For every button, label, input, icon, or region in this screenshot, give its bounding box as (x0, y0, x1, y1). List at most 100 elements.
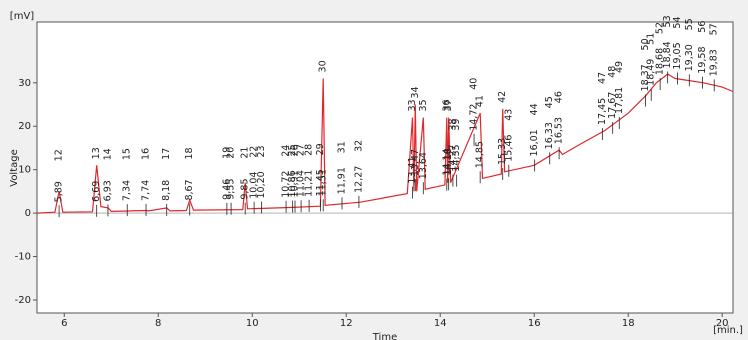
peak-number-label: 28 (304, 144, 315, 156)
peak-time-label: 15,46 (503, 135, 514, 162)
peak-time-label: 11,91 (336, 167, 347, 194)
peak-time-label: 19,83 (709, 49, 720, 76)
peak-time-label: 15,33 (497, 138, 508, 165)
peak-number-label: 14 (102, 148, 113, 160)
peak-number-label: 19 (221, 147, 232, 159)
peak-time-label: 18,37 (640, 64, 651, 91)
peak-number-label: 20 (226, 147, 237, 159)
peak-time-label: 9,85 (240, 179, 251, 200)
peak-number-label: 57 (709, 23, 720, 35)
peak-time-label: 5,89 (54, 181, 65, 202)
y-axis-label: Voltage (9, 149, 20, 187)
peak-time-label: 11,04 (296, 170, 307, 197)
peak-number-label: 54 (672, 16, 683, 28)
x-tick-label: 6 (61, 318, 67, 329)
peak-number-label: 37 (443, 99, 454, 111)
peak-number-label: 45 (544, 96, 555, 108)
peak-number-label: 30 (318, 60, 329, 72)
peak-time-label: 16,53 (554, 117, 565, 144)
peak-time-label: 14,14 (441, 148, 452, 175)
peak-time-label: 18,68 (655, 48, 666, 75)
peak-time-label: 14,85 (475, 141, 486, 168)
peak-number-label: 46 (554, 91, 565, 103)
peak-time-label: 14,35 (451, 144, 462, 171)
peak-time-label: 11,51 (318, 169, 329, 196)
peak-time-label: 8,18 (161, 180, 172, 201)
peak-time-label: 10,20 (256, 171, 267, 198)
y-tick-label: 10 (18, 165, 31, 176)
peak-time-label: 13,64 (418, 152, 429, 179)
y-unit: [mV] (10, 11, 34, 22)
peak-number-label: 26 (290, 144, 301, 156)
peak-number-label: 13 (91, 147, 102, 159)
y-tick-label: 30 (18, 78, 31, 89)
y-tick-label: 0 (25, 208, 31, 219)
y-tick-label: -20 (15, 295, 31, 306)
peak-number-label: 56 (697, 21, 708, 33)
peak-number-label: 47 (597, 72, 608, 84)
peak-time-label: 6,93 (102, 180, 113, 201)
peak-number-label: 16 (141, 148, 152, 160)
peak-time-label: 7,34 (122, 180, 133, 201)
peak-time-label: 13,47 (410, 149, 421, 176)
peak-number-label: 38 (447, 119, 458, 131)
peak-number-label: 55 (684, 18, 695, 30)
peak-time-label: 18,84 (662, 41, 673, 68)
peak-number-label: 50 (640, 38, 651, 50)
peak-time-label: 12,27 (353, 166, 364, 193)
peak-time-label: 19,30 (684, 44, 695, 71)
peak-number-label: 51 (646, 33, 657, 45)
peak-number-label: 31 (336, 141, 347, 153)
peak-time-label: 8,67 (184, 179, 195, 200)
peak-number-label: 18 (184, 147, 195, 159)
peak-time-label: 14,72 (469, 104, 480, 131)
peak-time-label: 7,74 (141, 180, 152, 201)
peak-time-label: 10,91 (290, 170, 301, 197)
peak-time-label: 9,46 (221, 179, 232, 200)
peak-number-label: 29 (315, 143, 326, 155)
peak-number-label: 32 (353, 140, 364, 152)
x-tick-label: 16 (528, 318, 541, 329)
x-tick-label: 20 (716, 318, 729, 329)
peak-number-label: 49 (614, 61, 625, 73)
y-tick-label: -10 (15, 252, 31, 263)
peak-number-label: 23 (256, 145, 267, 157)
peak-time-label: 9,55 (226, 179, 237, 200)
peak-number-label: 42 (497, 91, 508, 103)
peak-time-label: 14,18 (443, 148, 454, 175)
peak-time-label: 13,41 (407, 156, 418, 183)
peak-time-label: 16,33 (544, 122, 555, 149)
peak-number-label: 33 (407, 99, 418, 111)
y-tick-label: 20 (18, 121, 31, 132)
peak-number-label: 43 (503, 109, 514, 121)
x-axis-label: Time (372, 332, 397, 340)
peak-number-label: 48 (607, 66, 618, 78)
peak-time-label: 17,45 (597, 98, 608, 125)
peak-number-label: 21 (240, 147, 251, 159)
peak-time-label: 10,86 (287, 170, 298, 197)
peak-number-label: 44 (529, 103, 540, 115)
peak-time-label: 11,21 (304, 170, 315, 197)
peak-number-label: 27 (296, 144, 307, 156)
peak-number-label: 24 (281, 145, 292, 157)
peak-time-label: 6,69 (91, 181, 102, 202)
x-tick-label: 14 (434, 318, 447, 329)
peak-time-label: 14,27 (447, 144, 458, 171)
x-tick-label: 18 (622, 318, 635, 329)
peak-time-label: 17,81 (614, 87, 625, 114)
peak-time-label: 16,01 (529, 129, 540, 156)
plot-area (36, 21, 734, 314)
peak-number-label: 34 (410, 86, 421, 98)
peak-number-label: 12 (54, 149, 65, 161)
peak-time-label: 18,49 (646, 59, 657, 86)
peak-number-label: 35 (418, 99, 429, 111)
peak-number-label: 53 (662, 15, 673, 27)
peak-number-label: 36 (441, 99, 452, 111)
peak-time-label: 17,67 (607, 92, 618, 119)
peak-number-label: 39 (451, 119, 462, 131)
peak-number-label: 22 (249, 146, 260, 158)
peak-time-label: 10,04 (249, 172, 260, 199)
peak-time-label: 19,58 (697, 46, 708, 73)
x-tick-label: 10 (246, 318, 259, 329)
